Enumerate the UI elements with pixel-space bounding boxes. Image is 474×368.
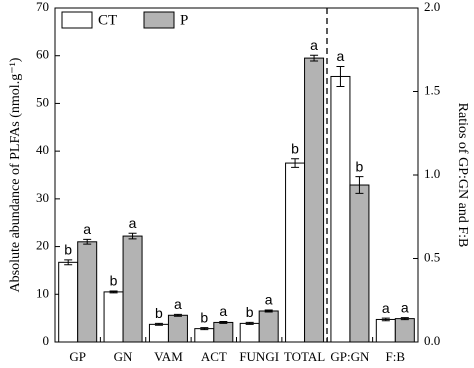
error-bar bbox=[154, 322, 163, 326]
bar bbox=[148, 323, 169, 343]
y-axis-label: Absolute abundance of PLFAs (nmol.g⁻¹) bbox=[8, 57, 23, 292]
legend-swatch bbox=[143, 11, 175, 29]
error-bar bbox=[336, 65, 345, 87]
y-tick-label: 70 bbox=[36, 0, 49, 14]
significance-label: b bbox=[291, 140, 299, 156]
error-bar bbox=[400, 317, 409, 321]
error-bar bbox=[128, 232, 137, 240]
bar bbox=[77, 241, 98, 343]
error-bar bbox=[200, 327, 209, 331]
x-tick-label: GP bbox=[69, 349, 86, 364]
error-bar bbox=[381, 317, 390, 322]
x-tick-label: F:B bbox=[386, 349, 406, 364]
bar bbox=[304, 57, 325, 343]
bar bbox=[258, 310, 279, 343]
x-tick-label: TOTAL bbox=[284, 349, 325, 364]
bar bbox=[122, 235, 143, 343]
legend-swatch bbox=[61, 11, 93, 29]
error-bar bbox=[83, 238, 92, 245]
significance-label: a bbox=[401, 299, 409, 315]
x-tick-label: FUNGI bbox=[239, 349, 279, 364]
y-tick-label: 30 bbox=[36, 190, 49, 205]
significance-label: a bbox=[129, 215, 137, 231]
y2-tick-label: 1.5 bbox=[424, 82, 440, 97]
legend-label: P bbox=[180, 12, 188, 28]
y-tick-label: 40 bbox=[36, 142, 49, 157]
legend-label: CT bbox=[98, 12, 117, 28]
significance-label: b bbox=[246, 304, 254, 320]
y2-tick-label: 0.0 bbox=[424, 333, 440, 348]
error-bar bbox=[245, 321, 254, 325]
bar bbox=[330, 75, 351, 343]
y-tick-label: 20 bbox=[36, 238, 49, 253]
error-bar bbox=[219, 320, 228, 324]
x-tick-label: GN bbox=[114, 349, 133, 364]
bar bbox=[194, 328, 215, 343]
y2-tick-label: 1.0 bbox=[424, 166, 440, 181]
y-tick-label: 10 bbox=[36, 285, 49, 300]
bar bbox=[285, 162, 306, 343]
significance-label: b bbox=[64, 242, 72, 258]
significance-label: b bbox=[200, 309, 208, 325]
y2-tick-label: 2.0 bbox=[424, 0, 440, 14]
significance-label: a bbox=[382, 300, 390, 316]
significance-label: b bbox=[155, 305, 163, 321]
significance-label: b bbox=[110, 273, 118, 289]
y-tick-label: 60 bbox=[36, 47, 49, 62]
error-bar bbox=[173, 313, 182, 317]
bar bbox=[239, 322, 260, 343]
bar bbox=[213, 321, 234, 343]
significance-label: a bbox=[219, 303, 227, 319]
error-bar bbox=[291, 158, 300, 168]
y-tick-label: 0 bbox=[43, 333, 50, 348]
significance-label: b bbox=[356, 158, 364, 174]
error-bar bbox=[355, 176, 364, 194]
bar bbox=[349, 184, 370, 343]
significance-label: a bbox=[265, 292, 273, 308]
x-tick-label: VAM bbox=[154, 349, 183, 364]
bar bbox=[375, 318, 396, 343]
bar bbox=[58, 261, 79, 343]
significance-label: a bbox=[310, 37, 318, 53]
bar bbox=[167, 314, 188, 343]
error-bar bbox=[310, 54, 319, 62]
y2-axis-label: Ratios of GP:GN and F:B bbox=[455, 103, 470, 248]
error-bar bbox=[109, 290, 118, 294]
x-tick-label: GP:GN bbox=[330, 349, 370, 364]
bar bbox=[103, 291, 124, 343]
bar bbox=[394, 318, 415, 343]
significance-label: a bbox=[174, 296, 182, 312]
y-tick-label: 50 bbox=[36, 94, 49, 109]
significance-label: a bbox=[83, 221, 91, 237]
y2-tick-label: 0.5 bbox=[424, 249, 440, 264]
significance-label: a bbox=[337, 48, 345, 64]
error-bar bbox=[264, 309, 273, 313]
error-bar bbox=[64, 259, 73, 266]
x-tick-label: ACT bbox=[201, 349, 227, 364]
